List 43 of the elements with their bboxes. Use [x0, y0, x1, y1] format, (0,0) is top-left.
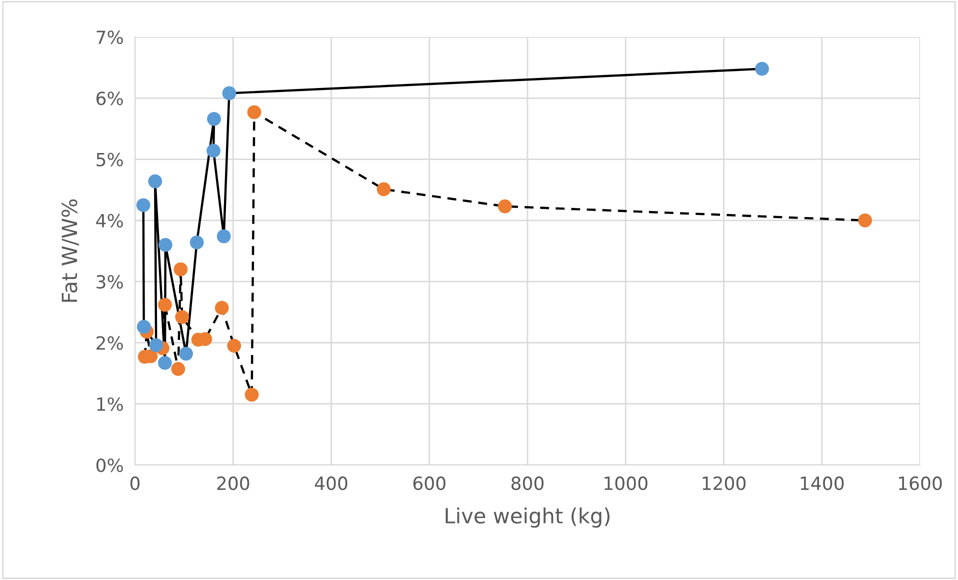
x-tick-label: 1600: [899, 476, 942, 490]
y-axis-title: Fat W/W%: [62, 199, 79, 302]
x-tick-label: 1000: [604, 476, 648, 490]
y-tick-label: 0%: [96, 458, 123, 472]
y-tick-label: 2%: [96, 336, 123, 350]
point: [136, 320, 151, 334]
point: [179, 346, 193, 361]
y-tick-label: 7%: [96, 30, 123, 44]
point: [376, 182, 391, 196]
x-tick-label: 800: [511, 476, 544, 490]
point: [207, 112, 221, 126]
point: [149, 338, 164, 352]
point: [158, 298, 172, 312]
y-tick-label: 1%: [97, 397, 123, 411]
point: [498, 199, 512, 214]
point: [174, 262, 188, 276]
point: [227, 338, 242, 353]
point: [206, 144, 220, 158]
point: [858, 213, 872, 228]
point: [216, 229, 231, 244]
point: [222, 86, 236, 100]
point: [136, 198, 150, 212]
x-tick-label: 1200: [702, 476, 746, 490]
point: [244, 388, 259, 402]
y-tick-label: 6%: [96, 92, 123, 106]
point: [190, 235, 204, 250]
x-tick-label: 1400: [800, 476, 844, 490]
point: [755, 62, 769, 76]
x-tick-label: 400: [314, 476, 348, 490]
x-tick-label: 600: [413, 476, 446, 490]
x-axis-title: Live weight (kg): [446, 507, 610, 528]
point: [171, 362, 186, 376]
point: [148, 174, 162, 188]
x-tick-label: 0: [130, 476, 140, 490]
x-tick-label: 200: [217, 476, 250, 490]
y-tick-label: 5%: [96, 152, 123, 166]
point: [247, 105, 262, 120]
y-tick-label: 3%: [96, 275, 123, 289]
point: [214, 300, 229, 315]
point: [175, 310, 190, 324]
y-tick-label: 4%: [96, 214, 123, 228]
point: [158, 238, 172, 252]
point: [158, 356, 172, 370]
